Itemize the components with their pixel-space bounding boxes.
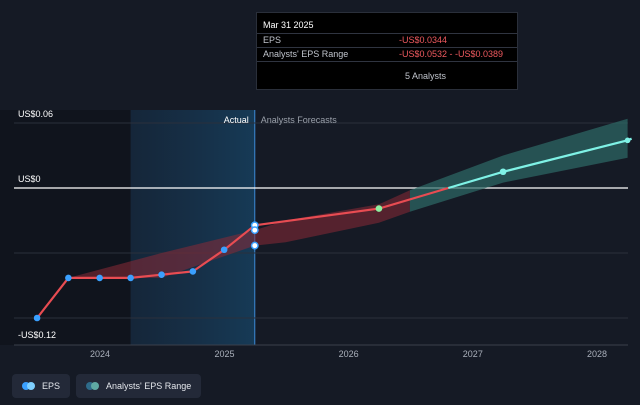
past-region [0,110,131,345]
tooltip-divider [257,61,517,62]
eps-forecast-point [375,205,383,212]
eps-actual-line [36,224,256,319]
x-tick-label: 2026 [339,349,359,359]
x-tick-label: 2027 [463,349,483,359]
tooltip-eps-value: -US$0.0344 [399,35,448,45]
tooltip-divider [257,47,517,48]
x-tick-label: 2028 [587,349,607,359]
actual-region [130,110,255,345]
tooltip-eps-label: EPS [263,35,282,45]
tooltip-range-value: -US$0.0532 - -US$0.0389 [399,49,504,59]
eps-point [33,314,41,322]
legend-item-range[interactable]: Analysts' EPS Range [76,374,202,398]
forecast-region-label: Analysts Forecasts [261,115,338,125]
tooltip-range-label: Analysts' EPS Range [263,49,349,59]
tooltip: Mar 31 2025 EPS -US$0.0344 Analysts' EPS… [256,12,518,90]
eps-forecast-point [499,168,507,176]
eps-point [220,246,228,254]
x-tick-label: 2025 [214,349,234,359]
tooltip-analysts: 5 Analysts [405,71,447,81]
eps-forecast-point [624,137,631,144]
legend-eps-label: EPS [42,381,61,391]
range-legend-icon [86,382,100,390]
actual-region-label: Actual [224,115,249,125]
eps-range-point [250,241,259,250]
eps-range-band-teal [409,118,628,212]
eps-point [96,274,103,282]
eps-range-band-red [68,190,410,278]
y-tick-label: -US$0.12 [18,330,56,340]
y-tick-label: US$0 [18,174,41,184]
x-tick-label: 2024 [90,349,110,359]
tooltip-date: Mar 31 2025 [263,20,314,30]
eps-range-point [250,226,259,235]
tooltip-row-eps: EPS -US$0.0344 [257,35,517,47]
legend-item-eps[interactable]: EPS [12,374,71,398]
eps-legend-icon [22,382,36,390]
eps-point [158,271,165,278]
eps-point [65,274,72,282]
tooltip-divider [257,33,517,34]
eps-point [127,274,134,282]
legend-range-label: Analysts' EPS Range [106,381,192,391]
legend: EPS Analysts' EPS Range [12,374,202,398]
y-tick-label: US$0.06 [18,109,53,119]
eps-chart[interactable]: US$0.06 US$0 -US$0.12 2024 2025 2026 2027 2028 A… [0,0,640,360]
eps-chart-svg: US$0.06 US$0 -US$0.12 2024 2025 2026 2027 2028 A… [0,109,633,359]
eps-point [189,268,197,275]
tooltip-row-range: Analysts' EPS Range -US$0.0532 - -US$0.0… [257,49,517,61]
